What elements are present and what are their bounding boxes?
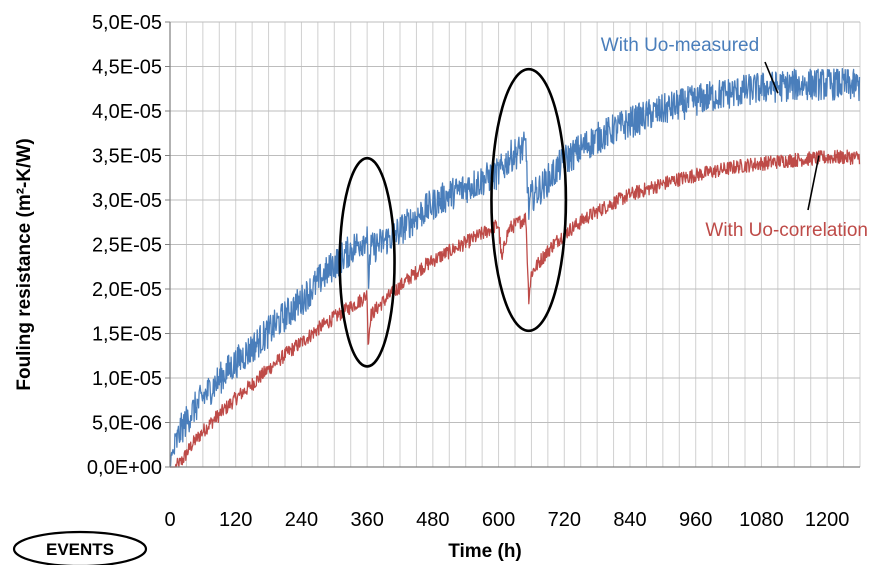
- annotation-label-1: With Uo-measured: [601, 35, 759, 56]
- x-tick-label: 960: [679, 509, 712, 531]
- annotation-leader-1: [764, 61, 779, 94]
- y-tick-label: 4,5E-05: [92, 57, 162, 79]
- y-axis-title: Fouling resistance (m²-K/W): [14, 138, 35, 390]
- x-tick-label: 240: [285, 509, 318, 531]
- series-group: [169, 67, 861, 468]
- x-tick-label: 120: [219, 509, 252, 531]
- y-tick-label: 3,0E-05: [92, 190, 162, 212]
- y-tick-label: 2,5E-05: [92, 235, 162, 257]
- x-tick-label: 840: [613, 509, 646, 531]
- x-tick-label: 480: [416, 509, 449, 531]
- annotation-label-2: With Uo-correlation: [705, 220, 868, 241]
- y-tick-label: 1,5E-05: [92, 324, 162, 346]
- x-tick-label: 1200: [805, 509, 850, 531]
- x-tick-label: 1080: [739, 509, 784, 531]
- x-tick-label: 0: [164, 509, 175, 531]
- events-label: EVENTS: [46, 540, 114, 559]
- x-tick-label: 360: [350, 509, 383, 531]
- events-oval: [12, 530, 148, 565]
- x-tick-label: 600: [482, 509, 515, 531]
- y-tick-label: 5,0E-06: [92, 413, 162, 435]
- event-ellipse-2: [490, 67, 568, 333]
- y-tick-label: 1,0E-05: [92, 368, 162, 390]
- y-tick-label: 2,0E-05: [92, 279, 162, 301]
- y-tick-label: 0,0E+00: [87, 457, 162, 479]
- y-tick-label: 3,5E-05: [92, 146, 162, 168]
- y-tick-label: 5,0E-05: [92, 12, 162, 34]
- series-line-uo-measured: [169, 67, 861, 468]
- x-axis-title: Time (h): [448, 541, 522, 562]
- x-tick-label: 720: [548, 509, 581, 531]
- event-ellipse-1: [338, 156, 396, 368]
- annotation-leader-2: [807, 155, 820, 211]
- y-tick-label: 4,0E-05: [92, 101, 162, 123]
- overlay-group: With Uo-measured With Uo-correlation: [338, 35, 868, 368]
- axes-group: 0,0E+00 5,0E-06 1,0E-05 1,5E-05 2,0E-05 2,5E-…: [87, 12, 860, 531]
- series-line-uo-correlation: [169, 149, 861, 468]
